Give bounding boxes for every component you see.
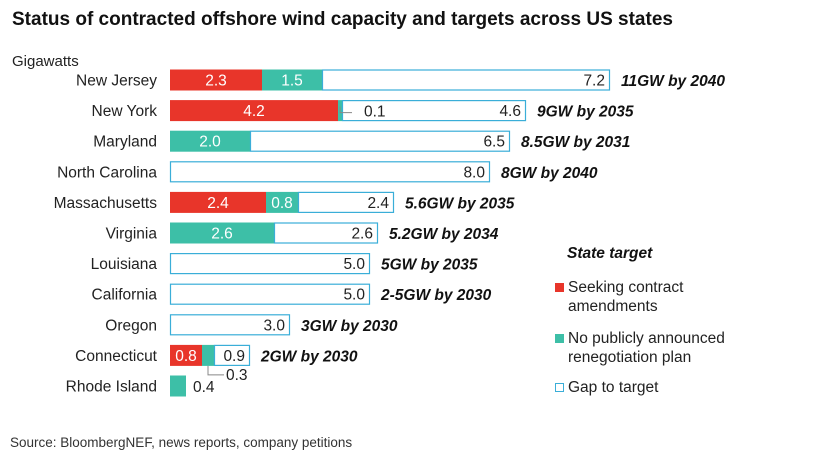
- bar-no-plan-connecticut: [202, 344, 214, 366]
- value-label-no-plan-new-jersey: 1.5: [281, 73, 303, 90]
- category-label-connecticut: Connecticut: [75, 348, 158, 365]
- legend-label-no-plan: renegotiation plan: [568, 349, 691, 366]
- value-label-gap-massachusetts: 2.4: [367, 195, 389, 212]
- category-label-rhode-island: Rhode Island: [66, 379, 157, 396]
- category-label-maryland: Maryland: [93, 134, 157, 151]
- value-label-seeking-new-jersey: 2.3: [205, 73, 227, 90]
- bar-gap-new-jersey: [321, 69, 611, 91]
- bar-no-plan-new-jersey: [262, 69, 322, 91]
- bar-no-plan-rhode-island: [170, 375, 186, 397]
- bar-gap-north-carolina: [169, 161, 491, 183]
- category-label-oregon: Oregon: [105, 317, 157, 334]
- value-label-seeking-connecticut: 0.8: [175, 348, 197, 365]
- bar-seeking-new-jersey: [170, 69, 262, 91]
- target-label-virginia: 5.2GW by 2034: [389, 226, 499, 243]
- bar-gap-louisiana: [169, 253, 371, 275]
- target-label-california: 2-5GW by 2030: [380, 287, 492, 304]
- bar-gap-connecticut: [213, 344, 251, 366]
- value-label-gap-oregon: 3.0: [263, 317, 285, 334]
- leader-line-connecticut: [207, 365, 224, 376]
- value-label-no-plan-new-york: 0.1: [364, 104, 386, 121]
- value-label-gap-north-carolina: 8.0: [463, 164, 485, 181]
- value-label-no-plan-virginia: 2.6: [211, 226, 233, 243]
- value-label-gap-louisiana: 5.0: [343, 256, 365, 273]
- bar-gap-new-york: [341, 99, 527, 122]
- value-label-no-plan-maryland: 2.0: [199, 134, 221, 151]
- value-label-no-plan-connecticut: 0.3: [226, 367, 248, 384]
- category-label-california: California: [92, 287, 158, 304]
- value-label-seeking-massachusetts: 2.4: [207, 195, 229, 212]
- bar-seeking-new-york: [170, 100, 338, 122]
- y-axis-label: Gigawatts: [12, 53, 79, 70]
- leader-line-new-york: [339, 106, 352, 114]
- bar-no-plan-virginia: [170, 222, 274, 244]
- category-label-new-jersey: New Jersey: [76, 73, 157, 90]
- bar-gap-maryland: [249, 130, 511, 152]
- legend-label-no-plan: No publicly announced: [568, 330, 725, 347]
- category-label-virginia: Virginia: [106, 226, 158, 243]
- target-label-maryland: 8.5GW by 2031: [521, 134, 630, 151]
- legend-label-seeking: amendments: [568, 298, 658, 315]
- target-label-north-carolina: 8GW by 2040: [501, 165, 598, 182]
- category-label-north-carolina: North Carolina: [57, 164, 157, 181]
- target-label-connecticut: 2GW by 2030: [260, 348, 358, 365]
- legend-swatch-gap: [555, 383, 564, 392]
- bar-seeking-massachusetts: [170, 191, 266, 213]
- chart-title: Status of contracted offshore wind capac…: [12, 9, 673, 30]
- bar-gap-california: [169, 283, 371, 305]
- legend-label-gap: Gap to target: [568, 379, 659, 396]
- value-label-gap-new-jersey: 7.2: [583, 73, 605, 90]
- bar-gap-massachusetts: [297, 191, 395, 213]
- legend-swatch-seeking: [555, 283, 564, 292]
- value-label-gap-connecticut: 0.9: [223, 348, 245, 365]
- target-label-oregon: 3GW by 2030: [301, 318, 398, 335]
- value-label-seeking-new-york: 4.2: [243, 103, 265, 120]
- bar-gap-oregon: [169, 314, 291, 336]
- category-label-massachusetts: Massachusetts: [54, 195, 158, 212]
- value-label-gap-virginia: 2.6: [351, 226, 373, 243]
- bar-gap-virginia: [273, 222, 379, 244]
- bar-chart: New Jersey 2.3 1.5 7.2 11GW by 2040 New York 4…: [54, 69, 725, 397]
- legend-label-seeking: Seeking contract: [568, 279, 684, 296]
- value-label-gap-maryland: 6.5: [483, 134, 505, 151]
- value-label-no-plan-rhode-island: 0.4: [193, 379, 215, 396]
- source-note: Source: BloombergNEF, news reports, comp…: [10, 435, 353, 450]
- legend-swatch-no-plan: [555, 334, 564, 343]
- target-label-louisiana: 5GW by 2035: [381, 257, 478, 274]
- target-label-new-york: 9GW by 2035: [537, 104, 634, 121]
- value-label-no-plan-massachusetts: 0.8: [271, 195, 293, 212]
- legend-title: State target: [567, 245, 653, 262]
- category-label-new-york: New York: [92, 103, 158, 120]
- value-label-gap-california: 5.0: [343, 287, 365, 304]
- value-label-gap-new-york: 4.6: [499, 103, 521, 120]
- bar-seeking-connecticut: [170, 344, 202, 366]
- target-label-massachusetts: 5.6GW by 2035: [405, 195, 515, 212]
- category-label-louisiana: Louisiana: [91, 256, 158, 273]
- target-label-new-jersey: 11GW by 2040: [621, 73, 725, 90]
- bar-no-plan-maryland: [170, 130, 250, 152]
- bar-no-plan-massachusetts: [266, 191, 298, 213]
